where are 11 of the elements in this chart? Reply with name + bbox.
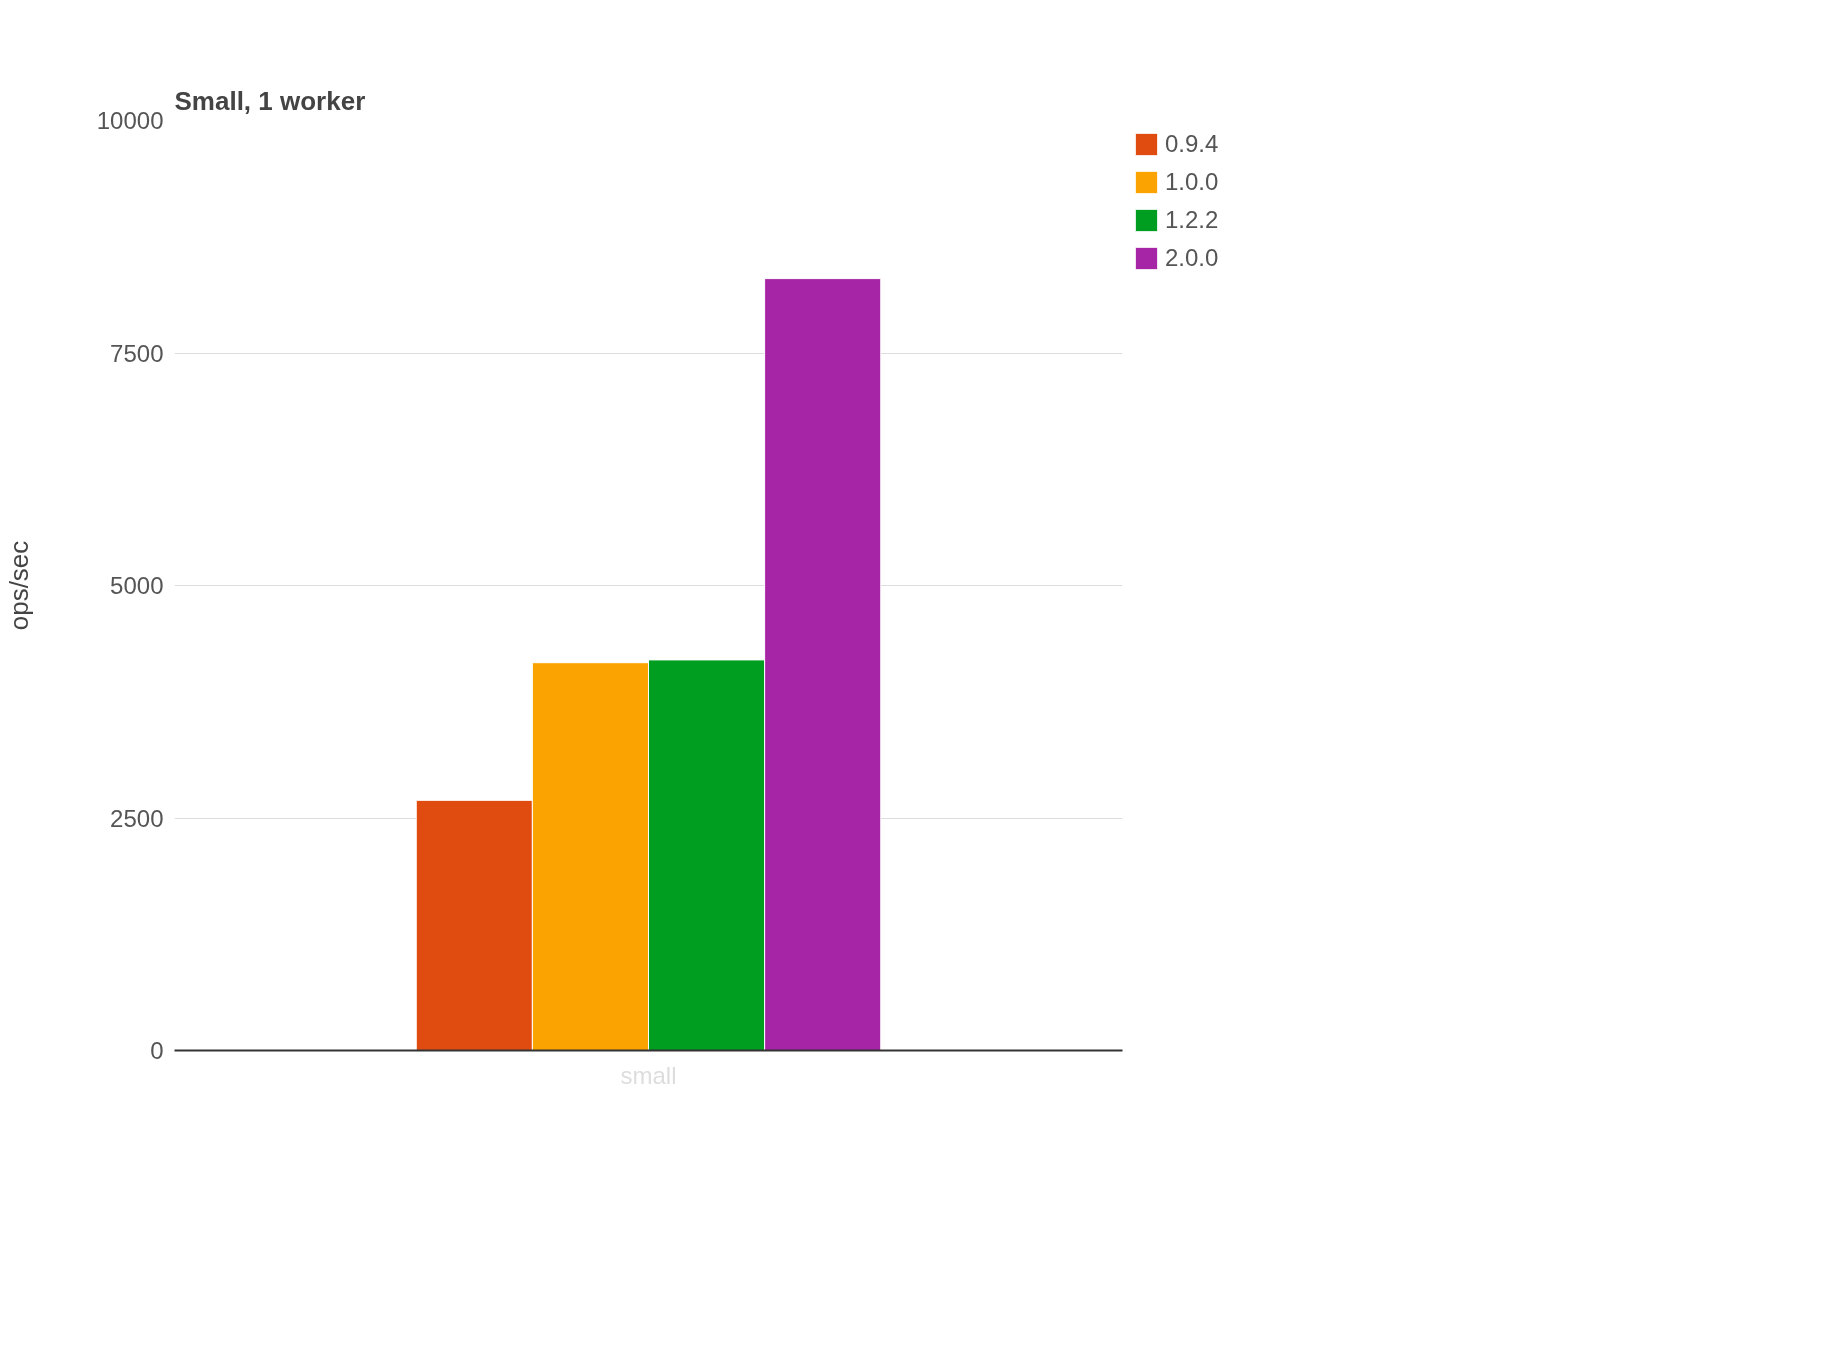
y-tick-label: 10000 — [96, 107, 164, 134]
y-axis-title: ops/sec — [3, 540, 34, 631]
legend-label: 1.2.2 — [1165, 206, 1219, 234]
y-tick-label: 5000 — [110, 572, 164, 599]
legend-label: 2.0.0 — [1165, 244, 1219, 272]
y-tick-label: 0 — [150, 1037, 164, 1064]
legend-label: 0.9.4 — [1165, 130, 1219, 158]
chart-title: Small, 1 worker — [174, 85, 366, 116]
legend-label: 1.0.0 — [1165, 168, 1219, 196]
y-tick-label: 7500 — [110, 339, 164, 367]
y-tick-label: 2500 — [110, 804, 164, 832]
